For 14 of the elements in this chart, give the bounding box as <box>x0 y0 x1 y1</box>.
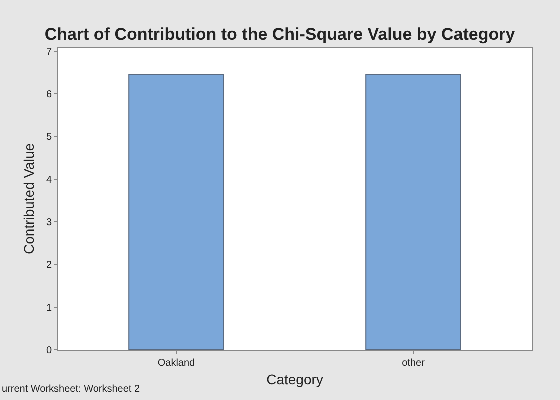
y-axis-title: Contributed Value <box>21 143 38 255</box>
y-tick-label: 7 <box>46 46 52 58</box>
y-tick-label: 2 <box>46 260 52 272</box>
y-tick-label: 1 <box>46 302 52 314</box>
x-tick-label: other <box>402 358 426 369</box>
y-tick-label: 6 <box>46 90 52 101</box>
text: urrent Worksheet: Worksheet 2 <box>2 384 140 395</box>
y-tick-label: 0 <box>46 346 52 356</box>
y-tick-label: 4 <box>46 174 52 186</box>
x-axis-title: Category <box>266 371 324 388</box>
y-tick-label: 3 <box>46 218 52 229</box>
chart-title: Chart of Contribution to the Chi-Square Value by Category <box>44 24 516 44</box>
x-tick-label: Oakland <box>158 358 196 369</box>
y-tick-label: 5 <box>46 132 52 144</box>
